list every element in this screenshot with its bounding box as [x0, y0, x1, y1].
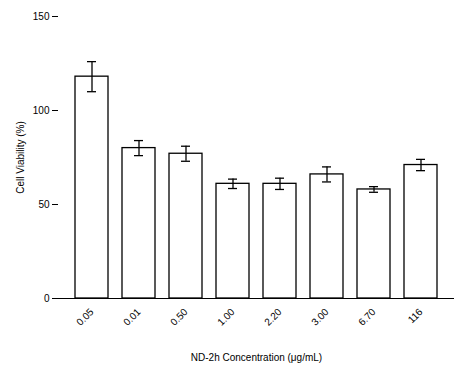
svg-text:0: 0 [44, 293, 50, 304]
svg-text:1.00: 1.00 [215, 306, 237, 328]
svg-text:0.50: 0.50 [168, 306, 190, 328]
svg-text:116: 116 [406, 306, 425, 325]
svg-text:6.70: 6.70 [356, 306, 378, 328]
svg-text:50: 50 [38, 199, 50, 210]
svg-text:150: 150 [33, 11, 50, 22]
svg-text:ND-2h Concentration (μg/mL): ND-2h Concentration (μg/mL) [191, 352, 322, 363]
svg-text:2.20: 2.20 [262, 306, 284, 328]
svg-text:100: 100 [33, 105, 50, 116]
svg-text:0.05: 0.05 [74, 306, 96, 328]
svg-text:0.01: 0.01 [121, 306, 143, 328]
svg-text:Cell Viability (%): Cell Viability (%) [15, 121, 26, 194]
svg-text:3.00: 3.00 [309, 306, 331, 328]
